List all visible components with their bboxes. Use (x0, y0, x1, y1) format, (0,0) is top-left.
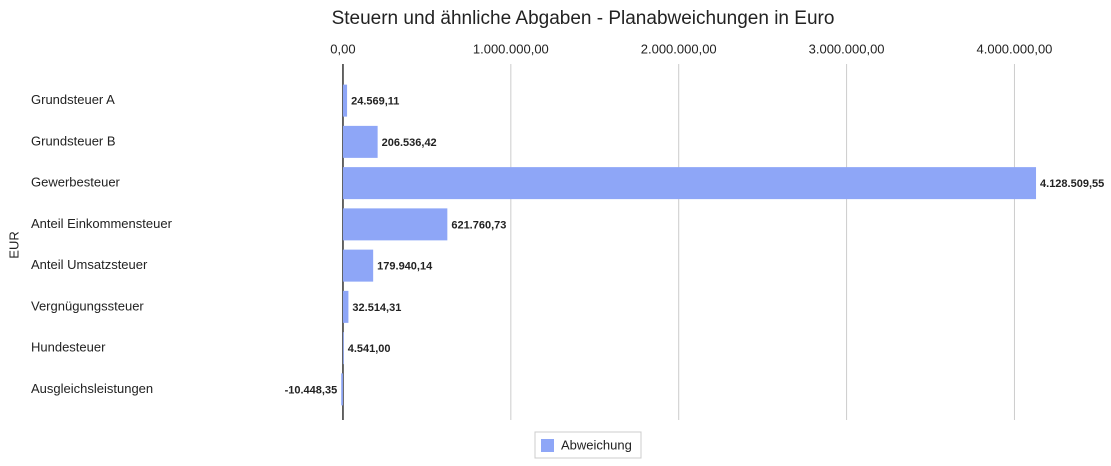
bar (342, 290, 349, 323)
bar (342, 84, 348, 117)
legend-swatch (541, 439, 554, 452)
bar (342, 249, 374, 282)
chart-title: Steuern und ähnliche Abgaben - Planabwei… (332, 8, 835, 29)
x-tick-label: 2.000.000,00 (641, 41, 717, 56)
bar (342, 125, 378, 158)
x-tick-label: 1.000.000,00 (473, 41, 549, 56)
bar (342, 332, 344, 365)
data-label: 621.760,73 (451, 219, 506, 231)
data-label: 24.569,11 (351, 96, 399, 108)
y-tick-label: Anteil Umsatzsteuer (31, 257, 148, 272)
data-label: 4.541,00 (348, 343, 391, 355)
y-tick-label: Hundesteuer (31, 340, 106, 355)
bar (341, 373, 343, 406)
y-tick-label: Grundsteuer B (31, 133, 116, 148)
x-tick-label: 4.000.000,00 (977, 41, 1053, 56)
data-label: 32.514,31 (352, 302, 401, 314)
y-tick-label: Grundsteuer A (31, 92, 115, 107)
y-tick-label: Vergnügungssteuer (31, 298, 144, 313)
data-label: 206.536,42 (382, 137, 437, 149)
x-tick-label: 0,00 (330, 41, 355, 56)
data-label: 4.128.509,55 (1040, 178, 1104, 190)
y-axis-label: EUR (6, 231, 21, 258)
bar (342, 167, 1037, 200)
y-tick-label: Anteil Einkommensteuer (31, 216, 173, 231)
data-label: 179.940,14 (377, 261, 433, 273)
y-tick-label: Gewerbesteuer (31, 175, 121, 190)
x-tick-label: 3.000.000,00 (809, 41, 885, 56)
legend-label: Abweichung (561, 437, 632, 452)
data-label: -10.448,35 (285, 384, 338, 396)
y-tick-label: Ausgleichsleistungen (31, 381, 153, 396)
bar (342, 208, 448, 241)
